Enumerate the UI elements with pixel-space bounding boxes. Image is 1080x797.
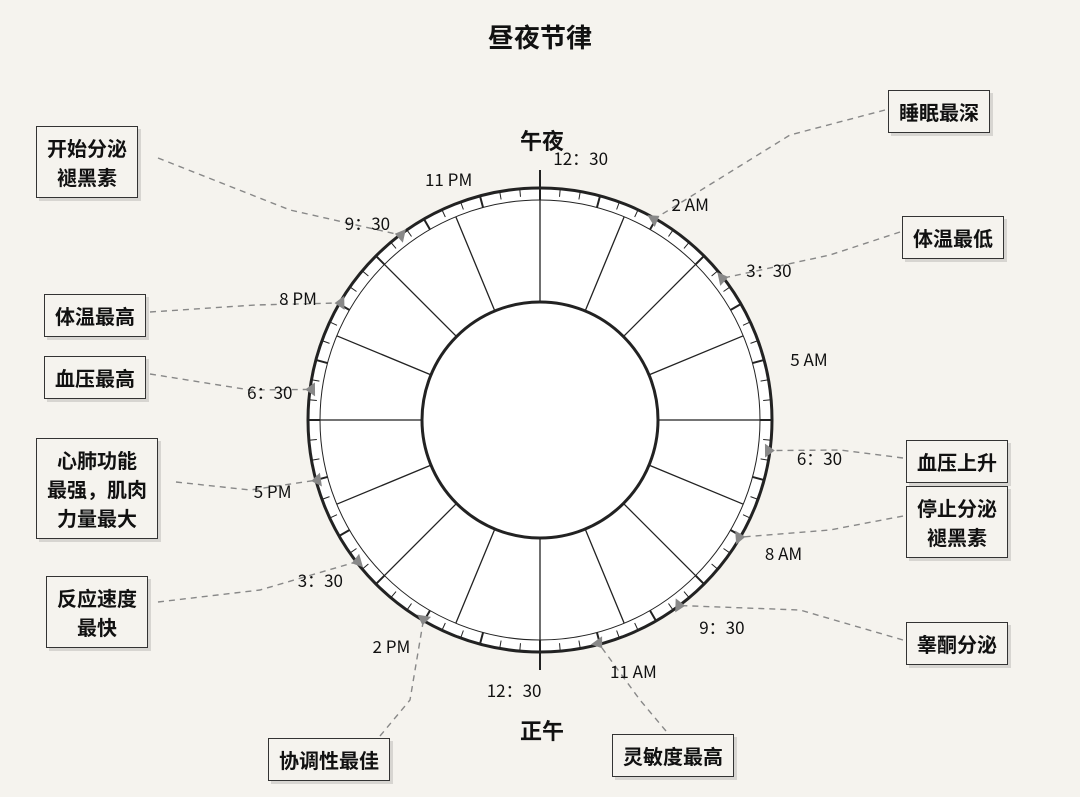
callout-box: 体温最高 <box>44 294 146 337</box>
time-label: 5 PM <box>254 478 292 503</box>
diagram-title: 昼夜节律 <box>0 18 1080 55</box>
time-label: 6：30 <box>797 445 842 470</box>
time-label: 12：30 <box>487 677 542 702</box>
time-label: 6：30 <box>247 379 292 404</box>
leader-line <box>743 516 903 537</box>
callout-box: 睡眠最深 <box>888 90 990 133</box>
time-label: 11 PM <box>425 166 472 191</box>
stage: 昼夜节律 午夜正午12：302 AM3：305 AM6：308 AM9：3011… <box>0 0 1080 797</box>
time-label: 11 AM <box>610 658 657 683</box>
callout-box: 心肺功能最强，肌肉力量最大 <box>36 438 158 539</box>
callout-box: 开始分泌褪黑素 <box>36 126 138 198</box>
time-label: 3：30 <box>298 567 343 592</box>
time-label: 8 PM <box>279 285 317 310</box>
callout-box: 协调性最佳 <box>268 738 390 781</box>
time-label: 2 AM <box>672 191 709 216</box>
time-label: 8 AM <box>765 540 802 565</box>
callout-box: 睾酮分泌 <box>906 622 1008 665</box>
callout-box: 血压最高 <box>44 356 146 399</box>
callout-box: 灵敏度最高 <box>612 734 734 777</box>
time-label: 9：30 <box>345 210 390 235</box>
callout-box: 停止分泌褪黑素 <box>906 486 1008 558</box>
anchor-label: 正午 <box>520 714 564 746</box>
time-label: 5 AM <box>790 346 827 371</box>
time-label: 2 PM <box>373 633 411 658</box>
time-label: 9：30 <box>699 614 744 639</box>
leader-line <box>176 481 314 490</box>
callout-box: 反应速度最快 <box>46 576 148 648</box>
time-label: 3：30 <box>746 257 791 282</box>
time-label: 12：30 <box>553 145 608 170</box>
callout-box: 体温最低 <box>902 216 1004 259</box>
callout-box: 血压上升 <box>906 440 1008 483</box>
